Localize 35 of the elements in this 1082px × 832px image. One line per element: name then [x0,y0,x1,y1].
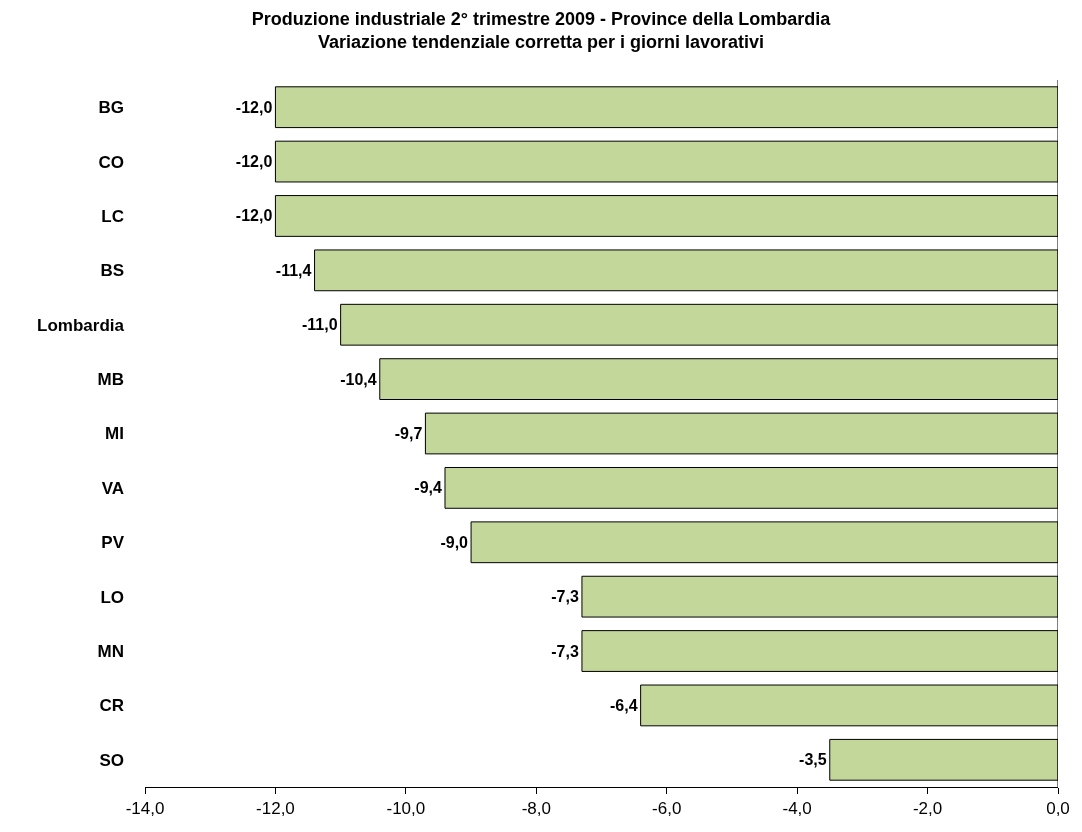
data-label: -7,3 [551,642,579,660]
data-label: -11,4 [275,261,312,279]
y-tick-label: PV [101,533,125,553]
x-tick-label: -8,0 [521,799,551,819]
data-label: -7,3 [551,588,579,606]
data-label: -10,4 [340,370,377,388]
x-tick-label: -12,0 [256,799,295,819]
y-tick-label: BS [100,261,124,281]
y-tick-label: SO [99,750,124,770]
x-tick-label: 0,0 [1046,799,1070,819]
y-tick-label: MN [97,641,124,661]
y-tick-label: CR [99,696,124,716]
data-label: -12,0 [235,98,273,116]
data-label: -12,0 [235,207,273,225]
data-label: -11,0 [301,316,338,334]
x-tick-label: -10,0 [386,799,426,819]
y-tick-label: Lombardia [37,315,125,335]
y-tick-label: BG [98,98,124,118]
data-label: -9,0 [440,533,469,551]
x-tick-label: -6,0 [652,799,682,819]
x-tick-label: -4,0 [782,799,812,819]
data-label: -9,4 [414,479,442,497]
chart-title: Produzione industriale 2° trimestre 2009 - Province della Lombardia Variazione tendenziale corretta per i giorni lavorativi [251,8,832,53]
data-label: -12,0 [235,153,273,171]
y-tick-label: MI [105,424,124,444]
data-label: -9,7 [394,425,423,442]
data-label: -3,5 [799,751,827,769]
x-tick-label: -14,0 [125,799,165,819]
y-tick-label: CO [98,152,124,172]
y-tick-label: MB [97,370,124,390]
y-tick-label: LO [100,587,124,607]
x-tick-label: -2,0 [912,799,943,819]
y-tick-label: VA [101,478,124,498]
y-tick-label: LC [101,206,124,226]
data-label: -6,4 [609,696,638,714]
